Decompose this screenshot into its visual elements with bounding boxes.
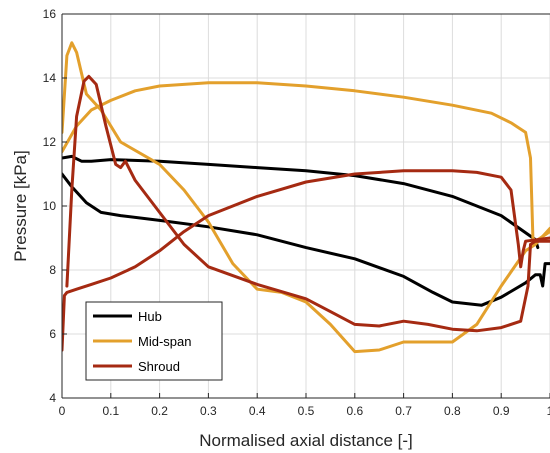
y-tick-label: 8 <box>49 263 56 277</box>
legend-label-shroud: Shroud <box>138 359 180 374</box>
series-line-shroud <box>62 169 550 352</box>
x-tick-label: 0.6 <box>346 404 363 418</box>
series-line-hub <box>62 172 550 307</box>
x-axis-title: Normalised axial distance [-] <box>199 431 413 450</box>
y-tick-label: 12 <box>43 135 57 149</box>
x-tick-label: 0.7 <box>395 404 412 418</box>
legend-label-mid-span: Mid-span <box>138 334 191 349</box>
y-tick-label: 4 <box>49 391 56 405</box>
x-tick-label: 0.2 <box>151 404 168 418</box>
y-axis-title: Pressure [kPa] <box>11 150 30 262</box>
x-tick-label: 0 <box>59 404 66 418</box>
x-tick-label: 0.9 <box>493 404 510 418</box>
y-tick-label: 10 <box>43 199 57 213</box>
series-line-shroud <box>65 74 550 333</box>
y-tick-label: 6 <box>49 327 56 341</box>
series-line-mid-span <box>62 81 550 243</box>
series-line-hub <box>62 154 540 250</box>
x-tick-label: 0.3 <box>200 404 217 418</box>
x-tick-label: 0.5 <box>298 404 315 418</box>
legend: Hub Mid-span Shroud <box>85 301 223 381</box>
x-tick-label: 1 <box>547 404 550 418</box>
series-layer <box>62 41 550 354</box>
y-tick-label: 14 <box>43 71 57 85</box>
x-tick-label: 0.4 <box>249 404 266 418</box>
legend-label-hub: Hub <box>138 309 162 324</box>
x-tick-label: 0.1 <box>102 404 119 418</box>
y-tick-label: 16 <box>43 7 57 21</box>
x-tick-label: 0.8 <box>444 404 461 418</box>
axes: 00.10.20.30.40.50.60.70.80.9146810121416 <box>43 7 550 418</box>
